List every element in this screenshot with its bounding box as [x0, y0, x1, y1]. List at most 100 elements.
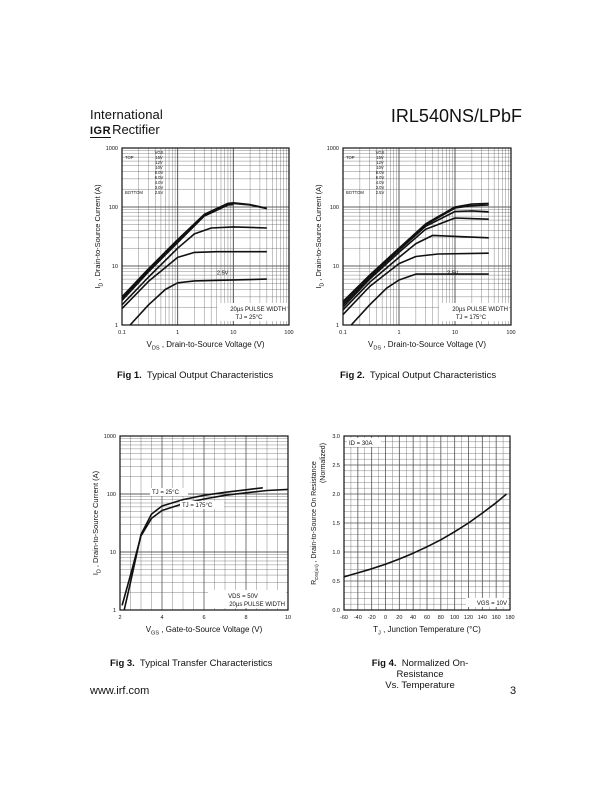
fig2-caption-text: Typical Output Characteristics: [369, 370, 497, 381]
fig2-x-axis-label: VDS , Drain-to-Source Voltage (V): [368, 340, 486, 351]
fig4-vgs-box: [466, 598, 508, 607]
fig3-x-tick-label: 10: [285, 615, 291, 621]
fig2-plot-frame: [342, 147, 512, 326]
fig1-legend-value: 12V: [155, 160, 163, 165]
fig2-x-tick-label: 100: [506, 330, 515, 336]
fig3-y-tick-label: 10: [110, 550, 116, 556]
fig1-legend-tag: TOP: [125, 155, 134, 160]
fig1-x-tick-label: 0.1: [118, 330, 126, 336]
fig3-x-tick-label: 4: [160, 615, 163, 621]
fig1-legend-value: 10V: [155, 165, 163, 170]
fig2-caption: Fig 2. Typical Output Characteristics: [340, 370, 496, 381]
fig4-x-tick-label: 140: [478, 615, 487, 621]
fig1-series-line-1: [121, 202, 267, 300]
fig1-legend-value: 6.0V: [155, 175, 164, 180]
part-number: IRL540NS/LPbF: [390, 106, 522, 126]
fig1-legend-value: 3.0V: [155, 185, 164, 190]
fig2-legend-tag: TOP: [346, 155, 355, 160]
fig4-x-tick-label: -40: [354, 615, 362, 621]
fig3-tj175-annotation: TJ = 175°C: [182, 503, 213, 509]
fig4-y-tick-label: 0.5: [332, 579, 340, 585]
fig1-y-tick-label: 1000: [106, 146, 118, 152]
fig1-series-line-5: [129, 278, 267, 326]
fig2-x-tick-label: 0.1: [339, 330, 347, 336]
fig4-caption-line1: Normalized On-Resistance: [396, 658, 469, 680]
fig1-pulse-box: [217, 303, 287, 321]
fig4-x-tick-label: 180: [505, 615, 514, 621]
fig1-x-tick-label: 1: [176, 330, 179, 336]
fig4-x-tick-label: 100: [450, 615, 459, 621]
fig4-x-tick-label: 120: [464, 615, 473, 621]
fig2-series-line-5: [342, 252, 489, 316]
fig4-series-line-0: [343, 493, 508, 578]
fig1-vgs-annotation: 2.5V: [217, 270, 229, 276]
fig4-x-tick-label: 60: [424, 615, 430, 621]
fig1-legend-value: 15V: [155, 155, 163, 160]
fig4-y-axis-label-line2: (Normalized): [320, 443, 327, 483]
fig4-y-tick-label: 2.0: [332, 492, 340, 498]
fig3-x-axis-label: VGS , Gate-to-Source Voltage (V): [146, 625, 263, 636]
fig4-plot-frame: [343, 435, 511, 611]
fig4-x-axis-label: TJ , Junction Temperature (°C): [373, 625, 481, 636]
fig1-plot-frame: [121, 147, 290, 326]
fig2-x-tick-label: 10: [452, 330, 458, 336]
fig2-x-tick-label: 1: [397, 330, 400, 336]
fig1-legend-value: 8.0V: [155, 170, 164, 175]
fig2-pulse-box: [439, 303, 509, 321]
fig3-x-tick-label: 8: [244, 615, 247, 621]
fig1-caption: Fig 1. Typical Output Characteristics: [117, 370, 273, 381]
fig4-x-tick-label: 0: [384, 615, 387, 621]
fig3-x-tick-label: 6: [202, 615, 205, 621]
fig2-series-line-4: [342, 234, 489, 311]
fig4-id-annotation: ID = 30A: [349, 441, 373, 447]
fig4-y-tick-label: 0.0: [332, 608, 340, 614]
fig4-number: Fig 4.: [371, 658, 397, 669]
fig3-y-tick-label: 100: [107, 492, 116, 498]
fig2-legend-value: 6.0V: [376, 175, 385, 180]
fig2-series-line-1: [342, 204, 489, 304]
fig4-caption: Fig 4. Normalized On-Resistance Vs. Tempe…: [350, 658, 490, 691]
fig2-series-line-3: [342, 217, 489, 308]
fig3-y-tick-label: 1: [113, 608, 116, 614]
logo-rectifier-text: Rectifier: [112, 122, 160, 137]
fig1-tj-annotation: TJ = 25°C: [236, 315, 264, 321]
fig3-vds-annotation: VDS = 50V: [228, 594, 258, 600]
fig4-caption-line2: Vs. Temperature: [385, 680, 455, 691]
fig2-legend-value: 15V: [376, 155, 384, 160]
fig2-legend-title: VGS: [376, 150, 385, 155]
fig2-series-line-6: [350, 273, 489, 326]
fig3-x-tick-label: 2: [118, 615, 121, 621]
fig4-y-tick-label: 2.5: [332, 463, 340, 469]
fig1-series-line-4: [121, 250, 267, 310]
fig1-number: Fig 1.: [117, 370, 142, 381]
fig2-series-line-2: [342, 210, 489, 306]
fig3-tj25-annotation: TJ = 25°C: [152, 490, 180, 496]
fig3-conditions-box: [208, 590, 286, 608]
logo-line-2: IGRRectifier: [90, 122, 163, 138]
fig4-x-tick-label: 160: [492, 615, 501, 621]
fig2-legend-value: 12V: [376, 160, 384, 165]
fig3-y-tick-label: 1000: [104, 434, 116, 440]
fig2-y-tick-label: 10: [333, 264, 339, 270]
fig1-y-tick-label: 10: [112, 264, 118, 270]
fig1-pulse-annotation: 20µs PULSE WIDTH: [230, 307, 286, 313]
fig4-vgs-annotation: VGS = 10V: [477, 601, 507, 607]
company-logo: International IGRRectifier: [90, 108, 163, 138]
fig3-y-axis-label: ID , Drain-to-Source Current (A): [91, 470, 102, 575]
fig4-id-box: [347, 438, 381, 447]
fig4-x-tick-label: 40: [410, 615, 416, 621]
fig4-y-tick-label: 3.0: [332, 434, 340, 440]
fig1-legend-value: 4.0V: [155, 180, 164, 185]
fig1-legend-tag: BOTTOM: [125, 190, 143, 195]
logo-mark: IGR: [90, 125, 112, 138]
fig4-y-axis-label: RDS(on) , Drain-to-Source On Resistance: [311, 461, 320, 585]
fig4-y-tick-label: 1.5: [332, 521, 340, 527]
fig1-caption-text: Typical Output Characteristics: [146, 370, 274, 381]
fig1-legend-title: VGS: [155, 150, 164, 155]
fig3-tj175-box: [180, 500, 224, 509]
fig1-series-line-2: [121, 203, 234, 302]
fig3-caption-text: Typical Transfer Characteristics: [139, 658, 273, 669]
fig2-legend-value: 8.0V: [376, 170, 385, 175]
footer-url[interactable]: www.irf.com: [90, 685, 150, 697]
